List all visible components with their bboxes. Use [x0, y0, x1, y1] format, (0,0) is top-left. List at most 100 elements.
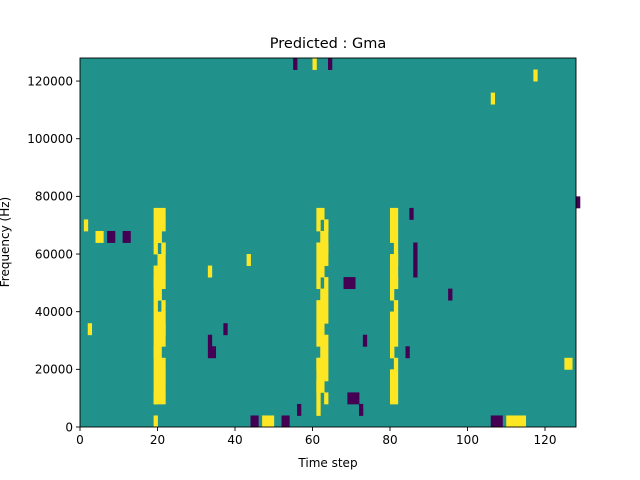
- heatmap-cell: [324, 334, 329, 347]
- heatmap-cell: [514, 415, 519, 428]
- heatmap-cell: [207, 265, 213, 278]
- y-tick-label: 20000: [35, 363, 73, 377]
- heatmap-cell: [413, 242, 418, 255]
- heatmap-cell: [161, 300, 166, 313]
- heatmap-cell: [506, 415, 511, 428]
- heatmap-cell: [355, 392, 360, 405]
- heatmap-cell: [285, 415, 290, 428]
- heatmap-cell: [324, 311, 329, 324]
- heatmap-cell: [533, 69, 538, 82]
- heatmap-cell: [393, 369, 399, 382]
- heatmap-cell: [393, 277, 399, 290]
- heatmap-cell: [207, 334, 213, 347]
- heatmap-cell: [153, 300, 158, 313]
- heatmap-cell: [161, 392, 166, 405]
- heatmap-cell: [83, 219, 89, 232]
- x-tick-label: 60: [305, 433, 320, 447]
- heatmap-cell: [157, 219, 162, 232]
- heatmap-cell: [316, 300, 321, 313]
- heatmap-cell: [510, 415, 515, 428]
- y-tick-label: 0: [65, 420, 73, 434]
- heatmap-cell: [316, 323, 321, 336]
- heatmap-cell: [390, 392, 395, 405]
- heatmap-cell: [490, 92, 496, 105]
- heatmap-cell: [316, 403, 321, 416]
- heatmap-cell: [320, 311, 325, 324]
- y-tick-label: 40000: [35, 305, 73, 319]
- heatmap-cell: [122, 230, 127, 243]
- heatmap-cell: [393, 207, 399, 220]
- heatmap-cell: [320, 207, 325, 220]
- heatmap-cell: [161, 242, 166, 255]
- y-axis-label: Frequency (Hz): [0, 197, 12, 288]
- heatmap-cell: [161, 254, 166, 266]
- heatmap-cell: [157, 207, 162, 220]
- heatmap-cell: [568, 357, 573, 370]
- heatmap-cell: [99, 230, 104, 243]
- heatmap-cell: [107, 230, 112, 243]
- heatmap-cell: [254, 415, 259, 428]
- heatmap-cell: [246, 254, 251, 266]
- heatmap-cell: [316, 392, 321, 405]
- heatmap-cell: [269, 415, 275, 428]
- heatmap-cell: [153, 230, 158, 243]
- heatmap-cell: [293, 58, 298, 70]
- heatmap-cell: [390, 369, 395, 382]
- heatmap-cell: [390, 323, 395, 336]
- heatmap-cell: [324, 300, 329, 313]
- x-tick-label: 40: [227, 433, 242, 447]
- heatmap-cell: [393, 334, 399, 347]
- heatmap-cell: [320, 300, 325, 313]
- heatmap-cell: [316, 265, 321, 278]
- plot-frame: [79, 57, 577, 428]
- heatmap-cell: [211, 346, 217, 359]
- heatmap-cell: [153, 380, 158, 393]
- x-tick-label: 100: [456, 433, 479, 447]
- heatmap-cell: [324, 346, 329, 359]
- heatmap-cell: [390, 380, 395, 393]
- heatmap-cell: [316, 357, 321, 370]
- heatmap-cell: [153, 392, 158, 405]
- heatmap-cell: [87, 323, 93, 336]
- heatmap-cell: [320, 334, 325, 347]
- x-axis: 0 20 40 60 80 100 120: [76, 427, 556, 447]
- heatmap-cell: [157, 254, 162, 266]
- heatmap-cell: [390, 219, 395, 232]
- heatmap-cell: [316, 380, 321, 393]
- heatmap-cell: [161, 323, 166, 336]
- heatmap-cell: [393, 300, 399, 313]
- heatmap-cell: [393, 357, 399, 370]
- heatmap-cell: [312, 58, 317, 70]
- heatmap-cell: [324, 219, 329, 232]
- heatmap-cell: [153, 346, 158, 359]
- heatmap-cell: [390, 254, 395, 266]
- heatmap-cell: [320, 254, 325, 266]
- x-tick-label: 0: [76, 433, 84, 447]
- heatmap-cell: [153, 415, 158, 428]
- heatmap-cell: [413, 254, 418, 266]
- heatmap-cell: [250, 415, 255, 428]
- plot-area: [79, 57, 581, 428]
- heatmap-cell: [324, 277, 329, 290]
- heatmap-cell: [390, 311, 395, 324]
- heatmap-cell: [498, 415, 503, 428]
- heatmap-cell: [223, 323, 228, 336]
- heatmap-cell: [393, 219, 399, 232]
- heatmap-cell: [161, 207, 166, 220]
- heatmap-cell: [126, 230, 131, 243]
- heatmap-cell: [390, 230, 395, 243]
- heatmap-cell: [362, 334, 368, 347]
- x-axis-label: Time step: [297, 456, 357, 470]
- y-tick-label: 120000: [27, 74, 73, 88]
- heatmap-cell: [393, 392, 399, 405]
- heatmap-cell: [324, 392, 329, 405]
- heatmap-cell: [328, 58, 333, 70]
- heatmap-cell: [161, 277, 166, 290]
- heatmap-cell: [320, 346, 325, 359]
- heatmap-cell: [161, 265, 166, 278]
- heatmap-cell: [320, 265, 325, 278]
- y-tick-label: 100000: [27, 132, 73, 146]
- heatmap-cell: [161, 369, 166, 382]
- heatmap-cell: [324, 288, 329, 301]
